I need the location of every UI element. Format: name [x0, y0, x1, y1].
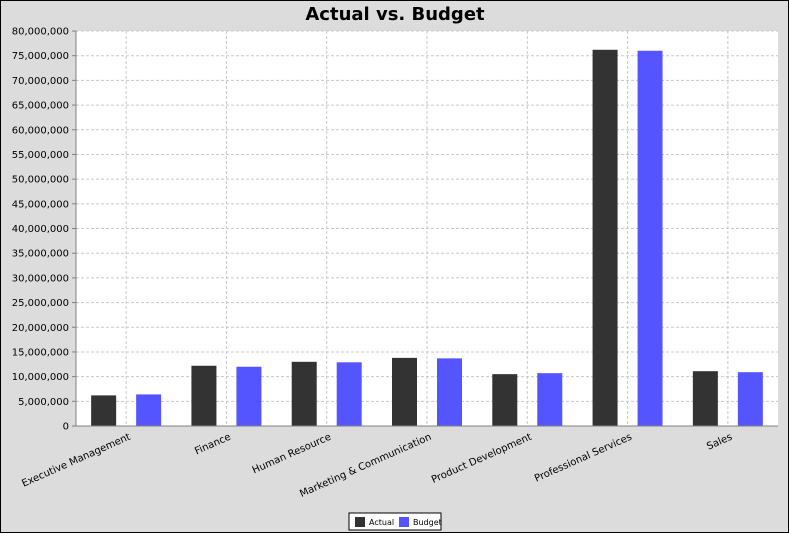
bar-actual-executive-management — [91, 395, 117, 426]
y-tick-label: 5,000,000 — [18, 397, 69, 408]
y-tick-label: 0 — [63, 422, 69, 433]
y-tick-label: 60,000,000 — [12, 125, 69, 136]
y-tick-label: 80,000,000 — [12, 27, 69, 38]
y-tick-label: 20,000,000 — [12, 323, 69, 334]
bar-budget-human-resource — [336, 362, 362, 426]
bar-budget-executive-management — [136, 394, 162, 426]
bar-actual-sales — [692, 371, 718, 426]
y-tick-label: 70,000,000 — [12, 76, 69, 87]
x-tick-label: Executive Management — [20, 432, 132, 490]
bar-actual-marketing-communication — [392, 357, 417, 426]
bar-budget-professional-services — [637, 50, 663, 426]
y-tick-label: 40,000,000 — [12, 224, 69, 235]
chart-title: Actual vs. Budget — [305, 4, 485, 25]
bar-actual-product-development — [492, 374, 518, 426]
legend-box — [348, 512, 442, 531]
x-tick-label: Sales — [705, 432, 734, 453]
bar-budget-finance — [236, 366, 262, 426]
legend-swatch-budget — [399, 517, 409, 527]
legend-label-budget: Budget — [413, 518, 442, 527]
bar-actual-finance — [191, 365, 217, 426]
x-tick-label: Human Resource — [251, 432, 333, 477]
y-tick-label: 10,000,000 — [12, 372, 69, 383]
y-tick-label: 65,000,000 — [12, 101, 69, 112]
legend: Actual Budget — [348, 512, 442, 531]
legend-swatch-actual — [355, 517, 365, 527]
y-tick-label: 55,000,000 — [12, 150, 69, 161]
y-tick-label: 50,000,000 — [12, 175, 69, 186]
bar-actual-professional-services — [592, 49, 618, 426]
bar-budget-marketing-communication — [437, 358, 462, 426]
x-tick-label: Product Development — [430, 432, 534, 486]
y-tick-label: 45,000,000 — [12, 199, 69, 210]
bar-budget-product-development — [537, 373, 563, 426]
x-tick-label: Finance — [193, 432, 232, 458]
y-tick-label: 25,000,000 — [12, 298, 69, 309]
y-tick-label: 75,000,000 — [12, 51, 69, 62]
bar-budget-sales — [737, 372, 763, 426]
x-tick-label: Professional Services — [533, 432, 634, 485]
y-tick-label: 15,000,000 — [12, 347, 69, 358]
y-tick-label: 30,000,000 — [12, 273, 69, 284]
bar-actual-human-resource — [291, 361, 317, 426]
y-tick-label: 35,000,000 — [12, 249, 69, 260]
bars-layer — [91, 49, 763, 426]
legend-label-actual: Actual — [369, 518, 394, 527]
